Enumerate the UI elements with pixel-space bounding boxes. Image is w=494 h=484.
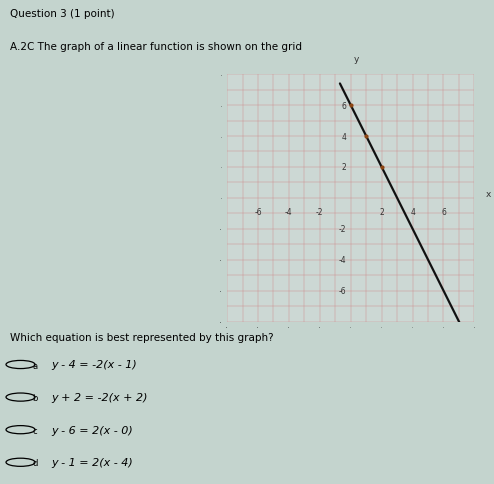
Text: a: a: [32, 361, 37, 370]
Text: -2: -2: [338, 225, 346, 234]
Text: Question 3 (1 point): Question 3 (1 point): [10, 9, 115, 18]
Text: 4: 4: [410, 208, 415, 217]
Text: 2: 2: [379, 208, 384, 217]
Text: -6: -6: [254, 208, 262, 217]
Text: 2: 2: [341, 163, 346, 172]
Text: A.2C The graph of a linear function is shown on the grid: A.2C The graph of a linear function is s…: [10, 42, 302, 52]
Text: -4: -4: [338, 256, 346, 265]
Text: y + 2 = -2(x + 2): y + 2 = -2(x + 2): [51, 392, 148, 402]
Text: y - 1 = 2(x - 4): y - 1 = 2(x - 4): [51, 457, 133, 468]
Text: y: y: [354, 55, 359, 64]
Text: 6: 6: [441, 208, 446, 217]
Text: 6: 6: [341, 101, 346, 110]
Text: -4: -4: [285, 208, 293, 217]
Text: c: c: [32, 426, 37, 435]
Text: 4: 4: [341, 132, 346, 141]
Text: x: x: [485, 190, 491, 199]
Text: y - 4 = -2(x - 1): y - 4 = -2(x - 1): [51, 360, 137, 370]
Text: b: b: [32, 393, 38, 402]
Text: Which equation is best represented by this graph?: Which equation is best represented by th…: [10, 332, 274, 342]
Text: -2: -2: [316, 208, 324, 217]
Text: -6: -6: [338, 287, 346, 296]
Text: y - 6 = 2(x - 0): y - 6 = 2(x - 0): [51, 425, 133, 435]
Text: d: d: [32, 458, 38, 468]
